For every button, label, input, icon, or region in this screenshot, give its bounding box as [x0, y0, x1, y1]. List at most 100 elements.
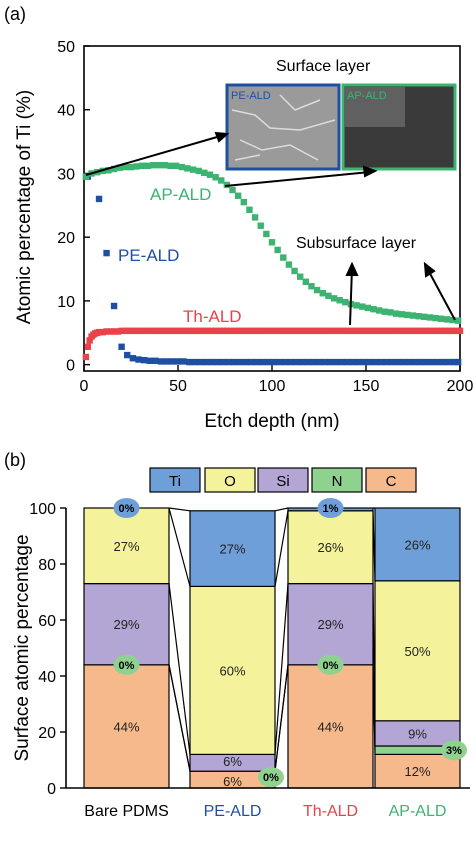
- data-point-pe-ald: [203, 358, 210, 366]
- data-point-ap-ald: [212, 174, 219, 181]
- data-point-th-ald: [404, 327, 411, 335]
- value-badge-n: 0%: [317, 654, 344, 675]
- data-point-pe-ald: [259, 358, 266, 366]
- x-category-label: Th-ALD: [303, 803, 358, 820]
- legend-item-o: O: [204, 467, 256, 493]
- data-point-th-ald: [238, 327, 246, 335]
- data-point-pe-ald: [304, 358, 311, 366]
- inset-pe-ald-image: [225, 83, 341, 171]
- data-point-ap-ald: [438, 315, 445, 322]
- data-point-ap-ald: [404, 311, 411, 319]
- data-point-ap-ald: [336, 297, 343, 304]
- arrowhead-subsurface-ap: [423, 261, 436, 278]
- data-point-th-ald: [302, 327, 310, 335]
- data-point-ap-ald: [167, 162, 174, 170]
- data-point-ap-ald: [229, 186, 236, 194]
- data-point-th-ald: [295, 327, 302, 335]
- data-point-pe-ald: [360, 358, 368, 366]
- data-point-ap-ald: [246, 206, 253, 213]
- data-point-ap-ald: [398, 311, 405, 318]
- data-point-ap-ald: [325, 292, 332, 300]
- data-point-th-ald: [86, 337, 93, 344]
- data-point-th-ald: [283, 327, 291, 335]
- value-badge-bubble: [113, 498, 140, 518]
- data-point-th-ald: [325, 327, 332, 335]
- bar-segment-si: [374, 720, 461, 747]
- series-label-pe-ald: PE-ALD: [118, 246, 179, 265]
- data-point-th-ald: [392, 327, 400, 335]
- inset-pe-ald-label: PE-ALD: [231, 90, 271, 102]
- data-point-th-ald: [163, 327, 170, 335]
- data-point-th-ald: [355, 327, 362, 335]
- stack-connector-line: [168, 664, 191, 772]
- arrowhead-subsurface-th: [345, 261, 359, 276]
- sem-insets: PE-ALD AP-ALD: [225, 83, 457, 171]
- data-point-th-ald: [137, 327, 144, 335]
- segment-label-si: 9%: [408, 726, 427, 741]
- data-point-pe-ald: [118, 343, 125, 350]
- legend-label-ti: Ti: [169, 473, 181, 490]
- data-point-ap-ald: [218, 177, 225, 184]
- bar-ap-ald: 12% 3% 9% 50% 26%: [374, 507, 467, 789]
- data-point-ap-ald: [454, 317, 462, 324]
- data-point-ap-ald: [313, 286, 321, 294]
- data-point-th-ald: [351, 327, 358, 335]
- bar-segment-o: [189, 585, 276, 756]
- data-point-th-ald: [95, 328, 103, 336]
- surface-layer-annotation: Surface layer: [276, 58, 371, 75]
- data-point-pe-ald: [214, 358, 221, 366]
- data-point-th-ald: [272, 327, 279, 335]
- data-point-th-ald: [415, 327, 422, 335]
- value-badge-bubble: [441, 740, 467, 761]
- data-point-ap-ald: [82, 173, 90, 180]
- data-point-th-ald: [396, 327, 404, 335]
- data-point-ap-ald: [251, 214, 259, 221]
- data-point-th-ald: [193, 327, 200, 335]
- data-point-th-ald: [208, 327, 216, 335]
- data-point-pe-ald: [310, 358, 317, 366]
- panel-b: (b) Surface atomic percentage Ti O Si N C 44…: [4, 450, 470, 820]
- series-pe-ald: [84, 173, 462, 366]
- inset-ap-ald-highlight: [345, 87, 405, 127]
- data-point-pe-ald: [174, 358, 182, 365]
- value-badge-text: 0%: [119, 503, 135, 515]
- data-point-pe-ald: [293, 358, 300, 366]
- data-point-ap-ald: [184, 165, 191, 172]
- data-point-ap-ald: [240, 198, 247, 206]
- data-point-th-ald: [171, 327, 178, 335]
- y-tick-label-b: 80: [38, 557, 56, 574]
- y-tick-label-b: 60: [38, 613, 56, 630]
- stack-connector-line: [274, 664, 289, 772]
- data-point-th-ald: [227, 327, 234, 335]
- data-point-ap-ald: [392, 310, 400, 317]
- y-tick-label-a: 10: [57, 294, 75, 311]
- data-point-pe-ald: [383, 358, 390, 366]
- data-point-pe-ald: [377, 358, 385, 366]
- data-point-ap-ald: [359, 303, 366, 310]
- data-point-ap-ald: [297, 273, 304, 280]
- segment-label-o: 60%: [219, 663, 245, 678]
- data-point-th-ald: [156, 327, 163, 335]
- data-point-ap-ald: [381, 308, 388, 315]
- legend-swatch-si: [257, 467, 309, 493]
- data-point-pe-ald: [253, 358, 261, 366]
- data-point-th-ald: [362, 327, 370, 335]
- value-badge-text: 0%: [323, 660, 339, 672]
- data-point-th-ald: [359, 327, 366, 335]
- data-point-th-ald: [182, 327, 189, 335]
- legend-label-o: O: [224, 473, 236, 490]
- data-point-pe-ald: [152, 357, 159, 365]
- data-point-th-ald: [306, 327, 313, 335]
- data-point-ap-ald: [426, 314, 434, 321]
- data-point-pe-ald: [103, 249, 110, 257]
- x-category-label: Bare PDMS: [84, 803, 168, 820]
- data-point-th-ald: [125, 327, 133, 335]
- data-point-th-ald: [374, 327, 381, 335]
- data-point-pe-ald: [135, 356, 142, 363]
- data-point-ap-ald: [161, 161, 169, 169]
- series-ap-ald: [82, 161, 462, 324]
- y-tick-label-b: 0: [47, 781, 56, 798]
- data-point-ap-ald: [449, 316, 456, 324]
- data-point-pe-ald: [355, 358, 362, 366]
